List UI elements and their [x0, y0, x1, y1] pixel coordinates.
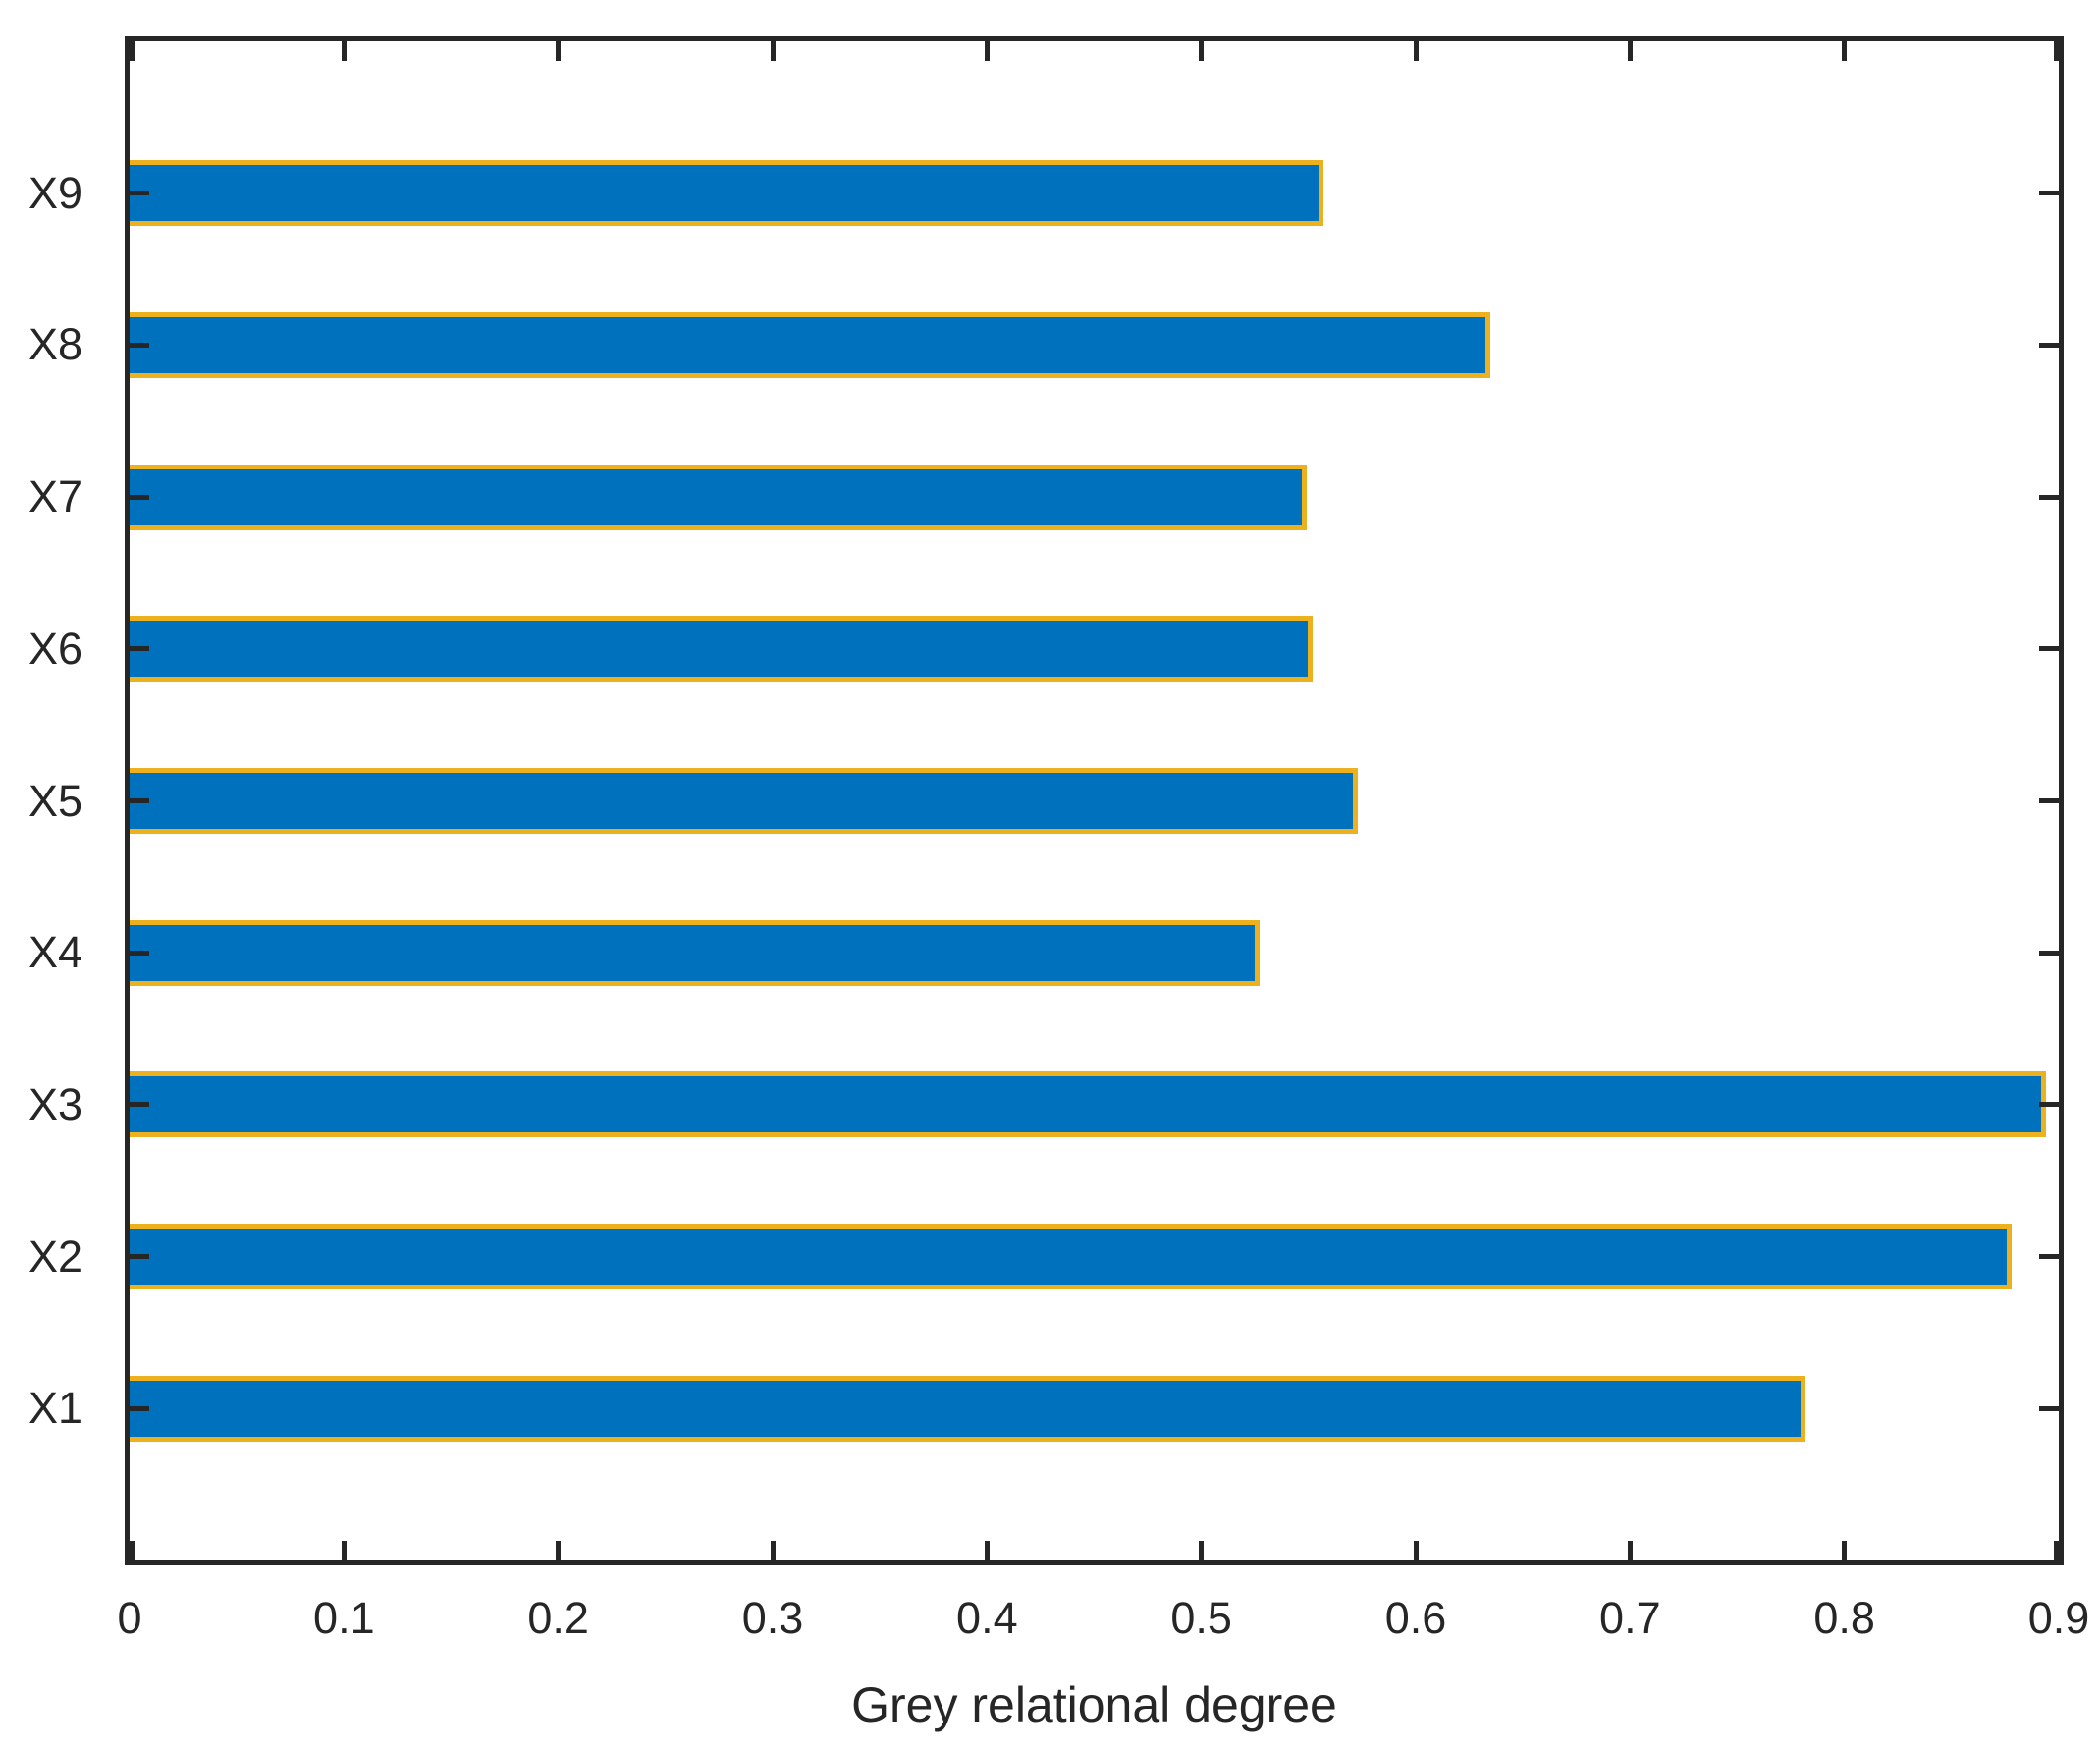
x-tick-bottom-0.8 [1842, 1541, 1848, 1560]
x-tick-label-0.7: 0.7 [1599, 1593, 1661, 1643]
y-tick-label-x3: X3 [27, 1078, 82, 1129]
bar-x2 [130, 1224, 2012, 1290]
x-tick-bottom-0.3 [770, 1541, 776, 1560]
x-tick-top-0.2 [556, 41, 562, 61]
y-tick-left-x9 [130, 191, 149, 196]
x-tick-top-0.1 [341, 41, 347, 61]
x-tick-top-0 [130, 41, 135, 61]
bar-x7 [130, 464, 1307, 530]
x-tick-bottom-0.5 [1199, 1541, 1205, 1560]
x-tick-top-0.8 [1842, 41, 1848, 61]
y-tick-left-x2 [130, 1254, 149, 1260]
x-tick-label-0.1: 0.1 [313, 1593, 375, 1643]
x-axis-label: Grey relational degree [851, 1677, 1337, 1732]
y-tick-right-x9 [2039, 191, 2059, 196]
bar-x9 [130, 160, 1323, 227]
y-tick-left-x6 [130, 646, 149, 652]
y-tick-right-x2 [2039, 1254, 2059, 1260]
x-tick-label-0: 0 [117, 1593, 142, 1643]
bar-x8 [130, 311, 1490, 378]
bar-x3 [130, 1071, 2046, 1138]
y-tick-right-x4 [2039, 950, 2059, 956]
y-tick-right-x8 [2039, 342, 2059, 348]
y-tick-left-x5 [130, 798, 149, 803]
y-tick-label-x7: X7 [27, 471, 82, 522]
y-tick-right-x1 [2039, 1405, 2059, 1411]
x-tick-bottom-0.4 [984, 1541, 990, 1560]
x-tick-label-0.5: 0.5 [1170, 1593, 1232, 1643]
y-tick-label-x8: X8 [27, 319, 82, 370]
y-tick-right-x5 [2039, 798, 2059, 803]
x-tick-bottom-0.9 [2054, 1541, 2059, 1560]
x-tick-label-0.8: 0.8 [1813, 1593, 1875, 1643]
y-tick-label-x5: X5 [27, 775, 82, 826]
y-tick-left-x3 [130, 1102, 149, 1108]
y-tick-label-x1: X1 [27, 1383, 82, 1434]
y-tick-label-x2: X2 [27, 1230, 82, 1282]
x-tick-top-0.6 [1413, 41, 1419, 61]
y-tick-label-x9: X9 [27, 167, 82, 218]
x-tick-top-0.5 [1199, 41, 1205, 61]
y-tick-left-x1 [130, 1405, 149, 1411]
x-tick-bottom-0.2 [556, 1541, 562, 1560]
x-tick-label-0.4: 0.4 [956, 1593, 1018, 1643]
plot-area [125, 36, 2064, 1565]
y-tick-label-x6: X6 [27, 623, 82, 674]
bar-x5 [130, 768, 1358, 834]
y-tick-right-x3 [2039, 1102, 2059, 1108]
y-tick-label-x4: X4 [27, 927, 82, 978]
y-tick-left-x8 [130, 342, 149, 348]
x-tick-top-0.4 [984, 41, 990, 61]
x-tick-label-0.9: 0.9 [2027, 1593, 2090, 1643]
x-tick-label-0.6: 0.6 [1384, 1593, 1447, 1643]
x-tick-label-0.3: 0.3 [741, 1593, 804, 1643]
bar-x6 [130, 616, 1313, 683]
bar-x4 [130, 919, 1260, 986]
x-tick-top-0.9 [2054, 41, 2059, 61]
x-tick-bottom-0.7 [1627, 1541, 1633, 1560]
x-tick-bottom-0.1 [341, 1541, 347, 1560]
x-tick-bottom-0 [130, 1541, 135, 1560]
x-tick-top-0.7 [1627, 41, 1633, 61]
x-tick-bottom-0.6 [1413, 1541, 1419, 1560]
x-tick-label-0.2: 0.2 [527, 1593, 589, 1643]
y-tick-right-x7 [2039, 494, 2059, 500]
x-tick-top-0.3 [770, 41, 776, 61]
y-tick-left-x7 [130, 494, 149, 500]
y-tick-right-x6 [2039, 646, 2059, 652]
y-tick-left-x4 [130, 950, 149, 956]
bar-x1 [130, 1375, 1805, 1442]
